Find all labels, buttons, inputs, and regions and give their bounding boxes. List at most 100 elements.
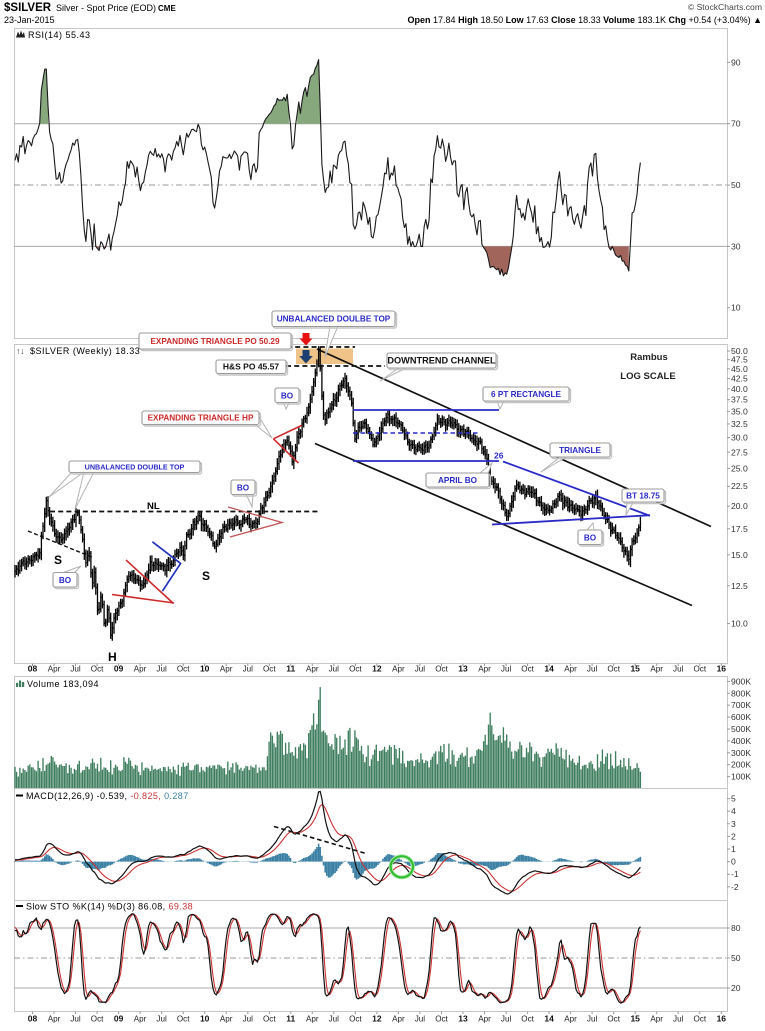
svg-text:50: 50 (731, 953, 741, 963)
svg-text:600K: 600K (731, 712, 751, 722)
svg-text:47.5: 47.5 (731, 355, 748, 365)
svg-text:Apr: Apr (392, 665, 405, 674)
svg-text:10: 10 (200, 1014, 210, 1024)
svg-text:32.5: 32.5 (731, 419, 748, 429)
svg-text:3: 3 (731, 819, 736, 829)
svg-text:DOWNTREND CHANNEL: DOWNTREND CHANNEL (387, 355, 496, 365)
svg-text:S: S (54, 553, 62, 567)
svg-text:Jul: Jul (329, 665, 340, 674)
svg-text:Apr: Apr (306, 1015, 319, 1024)
svg-text:Apr: Apr (650, 665, 663, 674)
svg-text:Oct: Oct (91, 1015, 104, 1024)
svg-text:MACD(12,26,9) -0.539, -0.825,: MACD(12,26,9) -0.539, -0.825, 0.287 (26, 791, 189, 801)
svg-text:Jul: Jul (501, 1015, 512, 1024)
svg-text:Slow STO %K(14) %D(3) 86.08, 6: Slow STO %K(14) %D(3) 86.08, 69.38 (26, 902, 193, 912)
svg-text:H: H (108, 650, 117, 664)
svg-text:Silver - Spot Price (EOD): Silver - Spot Price (EOD) (56, 3, 156, 13)
svg-text:10: 10 (731, 303, 741, 313)
svg-text:-2: -2 (731, 882, 739, 892)
svg-text:50: 50 (731, 180, 741, 190)
svg-text:Jul: Jul (673, 665, 684, 674)
svg-text:16: 16 (717, 1014, 727, 1024)
svg-text:BO: BO (281, 391, 294, 400)
svg-text:14: 14 (544, 1014, 554, 1024)
svg-text:CME: CME (158, 4, 176, 13)
svg-text:Jul: Jul (501, 665, 512, 674)
svg-text:Oct: Oct (263, 1015, 276, 1024)
svg-text:08: 08 (28, 1014, 38, 1024)
svg-text:Jul: Jul (156, 665, 167, 674)
svg-text:37.5: 37.5 (731, 395, 748, 405)
svg-text:BO: BO (59, 576, 72, 585)
svg-text:Oct: Oct (607, 665, 620, 674)
svg-text:Apr: Apr (220, 1015, 233, 1024)
svg-text:42.5: 42.5 (731, 374, 748, 384)
svg-text:30.0: 30.0 (731, 433, 748, 443)
svg-text:EXPANDING TRIANGLE HP: EXPANDING TRIANGLE HP (148, 414, 254, 423)
svg-text:23-Jan-2015: 23-Jan-2015 (4, 15, 55, 25)
svg-text:Apr: Apr (564, 1015, 577, 1024)
svg-text:22.5: 22.5 (731, 481, 748, 491)
svg-text:11: 11 (286, 1014, 295, 1024)
svg-text:20: 20 (731, 983, 741, 993)
svg-text:16: 16 (717, 664, 727, 674)
svg-text:4: 4 (731, 806, 736, 816)
svg-text:Oct: Oct (263, 665, 276, 674)
svg-text:40.0: 40.0 (731, 384, 748, 394)
svg-text:Oct: Oct (349, 665, 362, 674)
svg-text:10: 10 (200, 664, 210, 674)
svg-text:0: 0 (731, 857, 736, 867)
svg-text:$SILVER: $SILVER (4, 2, 52, 14)
svg-text:Apr: Apr (134, 1015, 147, 1024)
svg-text:Jul: Jul (415, 665, 426, 674)
svg-text:500K: 500K (731, 724, 751, 734)
svg-text:$SILVER (Weekly) 18.33: $SILVER (Weekly) 18.33 (30, 346, 140, 356)
svg-text:50.0: 50.0 (731, 346, 748, 356)
svg-text:45.0: 45.0 (731, 364, 748, 374)
svg-text:Oct: Oct (694, 665, 707, 674)
svg-text:Oct: Oct (694, 1015, 707, 1024)
svg-text:10.0: 10.0 (731, 619, 748, 629)
svg-text:25.0: 25.0 (731, 463, 748, 473)
svg-text:35.0: 35.0 (731, 406, 748, 416)
svg-text:Apr: Apr (48, 1015, 61, 1024)
svg-text:Oct: Oct (177, 1015, 190, 1024)
svg-text:1: 1 (731, 844, 736, 854)
svg-text:Apr: Apr (564, 665, 577, 674)
svg-text:Oct: Oct (91, 665, 104, 674)
svg-text:20.0: 20.0 (731, 501, 748, 511)
svg-text:80: 80 (731, 923, 741, 933)
svg-text:12: 12 (372, 1014, 382, 1024)
svg-text:14: 14 (544, 664, 554, 674)
svg-text:70: 70 (731, 119, 741, 129)
svg-text:100K: 100K (731, 772, 751, 782)
svg-text:S: S (202, 569, 210, 583)
svg-text:11: 11 (286, 664, 295, 674)
svg-text:13: 13 (458, 1014, 468, 1024)
svg-text:Apr: Apr (134, 665, 147, 674)
svg-text:Jul: Jul (329, 1015, 340, 1024)
svg-text:Oct: Oct (177, 665, 190, 674)
svg-text:Apr: Apr (650, 1015, 663, 1024)
svg-text:Apr: Apr (392, 1015, 405, 1024)
svg-text:900K: 900K (731, 676, 751, 686)
svg-text:Rambus: Rambus (630, 352, 667, 363)
svg-text:Open 17.84 High 18.50 Low 17.6: Open 17.84 High 18.50 Low 17.63 Close 18… (408, 15, 762, 25)
svg-text:H&S PO 45.57: H&S PO 45.57 (223, 362, 279, 372)
svg-text:200K: 200K (731, 760, 751, 770)
svg-text:30: 30 (731, 241, 741, 251)
svg-text:15: 15 (630, 664, 640, 674)
svg-text:© StockCharts.com: © StockCharts.com (688, 2, 762, 12)
svg-text:Jul: Jul (415, 1015, 426, 1024)
svg-text:Oct: Oct (607, 1015, 620, 1024)
svg-text:RSI(14) 55.43: RSI(14) 55.43 (28, 30, 91, 40)
svg-text:Jul: Jul (587, 665, 598, 674)
svg-text:Oct: Oct (349, 1015, 362, 1024)
svg-text:17.5: 17.5 (731, 524, 748, 534)
svg-text:Jul: Jul (673, 1015, 684, 1024)
svg-text:400K: 400K (731, 736, 751, 746)
svg-text:EXPANDING TRIANGLE PO 50.29: EXPANDING TRIANGLE PO 50.29 (150, 337, 280, 346)
svg-text:12.5: 12.5 (731, 581, 748, 591)
svg-text:26: 26 (494, 451, 504, 461)
svg-text:800K: 800K (731, 688, 751, 698)
